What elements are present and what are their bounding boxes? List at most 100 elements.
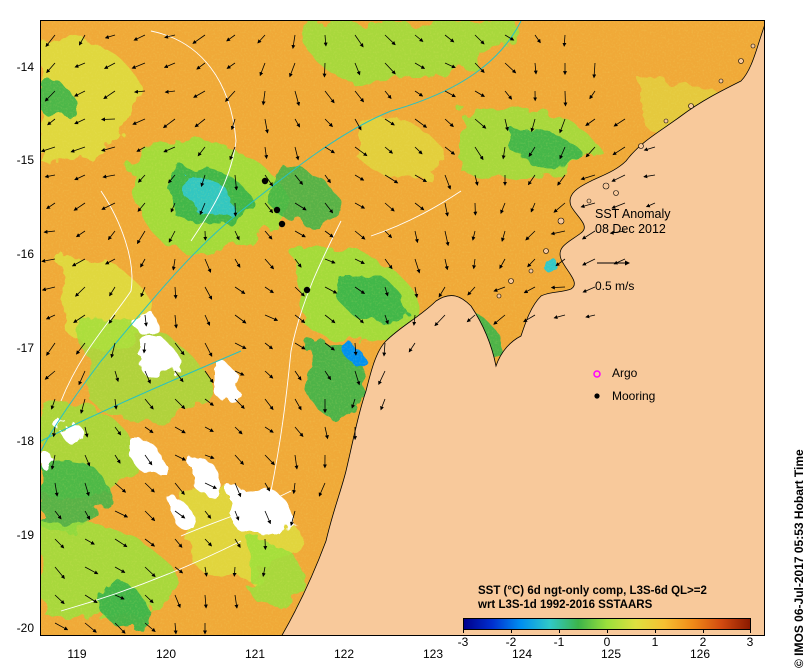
current-vector <box>354 90 364 103</box>
current-vector <box>84 482 90 497</box>
current-vector <box>324 370 332 381</box>
current-vector <box>414 146 423 155</box>
lat-label: -20 <box>16 621 34 635</box>
current-vector <box>264 202 274 214</box>
current-vector <box>41 146 56 153</box>
isobath-line <box>41 21 522 452</box>
current-vector <box>264 454 275 466</box>
current-vector <box>533 62 538 75</box>
current-vector <box>501 146 506 160</box>
current-vector <box>46 62 56 74</box>
current-vector <box>45 314 56 320</box>
current-vector <box>234 454 244 465</box>
current-vector <box>84 510 91 520</box>
current-vector <box>137 174 146 183</box>
current-vector <box>204 258 212 273</box>
current-vector <box>71 258 86 267</box>
current-vector <box>555 258 566 267</box>
current-vector <box>589 90 596 100</box>
current-vector <box>550 230 566 236</box>
current-vector <box>144 398 154 410</box>
current-vector <box>354 34 364 48</box>
current-vector <box>354 118 362 131</box>
current-vector <box>609 230 626 235</box>
current-vector <box>611 174 626 182</box>
current-vector <box>553 202 566 213</box>
current-vector <box>174 566 184 574</box>
land-mass <box>281 25 764 635</box>
current-vector <box>444 62 456 69</box>
current-vector <box>226 62 236 69</box>
current-vector <box>294 230 306 238</box>
current-vector <box>354 314 364 324</box>
lat-label: -19 <box>16 528 34 542</box>
isobath-line <box>41 350 242 442</box>
mooring-markers <box>261 177 311 294</box>
current-vector <box>114 370 120 382</box>
lon-label: 123 <box>422 647 444 661</box>
current-vector <box>54 594 65 605</box>
current-vector <box>444 174 452 190</box>
note-line2: wrt L3S-1d 1992-2016 SSTAARS <box>478 599 653 611</box>
colorbar-tick-label: -2 <box>505 635 517 649</box>
current-vector <box>414 34 424 43</box>
current-vector <box>164 89 176 94</box>
current-vector <box>234 174 239 191</box>
current-vector <box>414 90 424 97</box>
current-vector <box>493 286 506 292</box>
current-vector <box>102 174 116 179</box>
current-vector <box>230 118 236 131</box>
current-vector <box>353 342 358 356</box>
current-vector <box>229 146 236 161</box>
current-vector <box>47 118 56 126</box>
current-vector <box>493 314 506 325</box>
current-vector <box>474 146 484 161</box>
current-vector <box>438 286 446 298</box>
current-vector <box>613 118 626 127</box>
current-vector <box>354 370 361 386</box>
current-vector <box>174 454 187 461</box>
current-vector <box>132 118 146 125</box>
current-vector <box>73 90 86 97</box>
sst-anomaly-map: SST Anomaly 08 Dec 2012 0.5 m/s Argo Moo… <box>40 20 765 636</box>
current-vector <box>324 230 334 238</box>
current-vector <box>318 482 326 497</box>
current-vector <box>174 398 186 410</box>
current-vector <box>384 118 395 126</box>
current-vector <box>196 62 206 70</box>
current-vector <box>264 482 271 492</box>
current-vector <box>144 482 155 493</box>
current-vector <box>354 62 361 76</box>
current-vector <box>645 202 656 208</box>
current-vector <box>54 538 65 549</box>
argo-label: Argo <box>612 366 638 380</box>
current-vector <box>264 118 269 134</box>
current-vector <box>234 342 247 349</box>
lon-label: 124 <box>511 647 533 661</box>
current-vector <box>580 174 596 181</box>
lon-label: 126 <box>689 647 711 661</box>
current-vector <box>378 370 386 386</box>
current-vector <box>101 117 116 122</box>
current-vector <box>585 314 596 319</box>
cloud-gaps <box>41 309 296 536</box>
current-vector <box>144 566 156 578</box>
current-vector <box>74 174 86 181</box>
map-title-line1: SST Anomaly <box>595 207 671 221</box>
mooring-legend-marker <box>594 393 600 399</box>
current-vector <box>167 174 176 184</box>
current-vector <box>54 566 65 580</box>
lat-label: -15 <box>16 153 34 167</box>
current-vector <box>114 510 129 518</box>
current-vector <box>234 230 240 241</box>
current-vector <box>259 62 266 77</box>
lon-label: 121 <box>244 647 266 661</box>
lat-label: -16 <box>16 247 34 261</box>
current-vector <box>46 342 56 356</box>
current-vector <box>44 174 56 179</box>
current-vector <box>54 482 59 497</box>
current-vector <box>474 90 485 97</box>
current-vector <box>73 202 86 211</box>
current-vector <box>204 454 215 460</box>
current-vector <box>84 566 99 575</box>
